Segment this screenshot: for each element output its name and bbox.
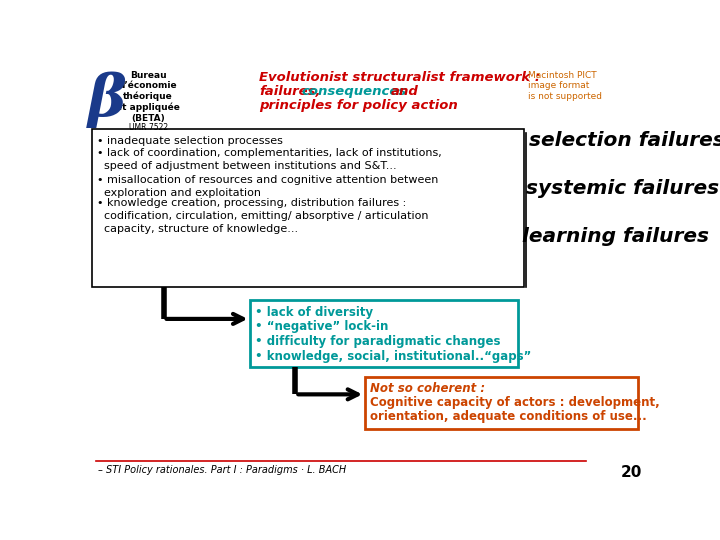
Text: orientation, adequate conditions of use...: orientation, adequate conditions of use.…	[370, 410, 647, 423]
Text: UMR 7522: UMR 7522	[129, 123, 168, 132]
Text: principles for policy action: principles for policy action	[259, 99, 458, 112]
Text: • lack of diversity: • lack of diversity	[255, 306, 373, 319]
FancyBboxPatch shape	[365, 377, 638, 429]
Text: Bureau
d’économie
théorique
et appliquée
(BETA): Bureau d’économie théorique et appliquée…	[116, 71, 180, 123]
Text: 20: 20	[621, 465, 642, 480]
Text: and: and	[391, 85, 418, 98]
Text: • inadequate selection processes: • inadequate selection processes	[97, 136, 283, 146]
Text: β: β	[88, 72, 127, 129]
Text: • difficulty for paradigmatic changes: • difficulty for paradigmatic changes	[255, 335, 500, 348]
Text: • knowledge, social, institutional..“gaps”: • knowledge, social, institutional..“gap…	[255, 350, 531, 363]
Text: systemic failures: systemic failures	[526, 179, 719, 198]
Text: Macintosh PICT
image format
is not supported: Macintosh PICT image format is not suppo…	[528, 71, 602, 101]
Text: – STI Policy rationales. Part I : Paradigms · L. BACH: – STI Policy rationales. Part I : Paradi…	[98, 465, 346, 475]
Text: Cognitive capacity of actors : development,: Cognitive capacity of actors : developme…	[370, 396, 660, 409]
Text: selection failures: selection failures	[529, 131, 720, 150]
Text: consequences: consequences	[302, 85, 407, 98]
Text: • misallocation of resources and cognitive attention between
  exploration and e: • misallocation of resources and cogniti…	[97, 175, 438, 198]
FancyBboxPatch shape	[251, 300, 518, 367]
FancyBboxPatch shape	[92, 129, 524, 287]
Text: Evolutionist structuralist framework :: Evolutionist structuralist framework :	[259, 71, 540, 84]
Text: • lack of coordination, complementarities, lack of institutions,
  speed of adju: • lack of coordination, complementaritie…	[97, 148, 442, 171]
Text: • knowledge creation, processing, distribution failures :
  codification, circul: • knowledge creation, processing, distri…	[97, 198, 428, 234]
Text: failures,: failures,	[259, 85, 320, 98]
Text: Not so coherent :: Not so coherent :	[370, 382, 485, 395]
Text: learning failures: learning failures	[523, 226, 709, 246]
Text: • “negative” lock-in: • “negative” lock-in	[255, 320, 389, 333]
